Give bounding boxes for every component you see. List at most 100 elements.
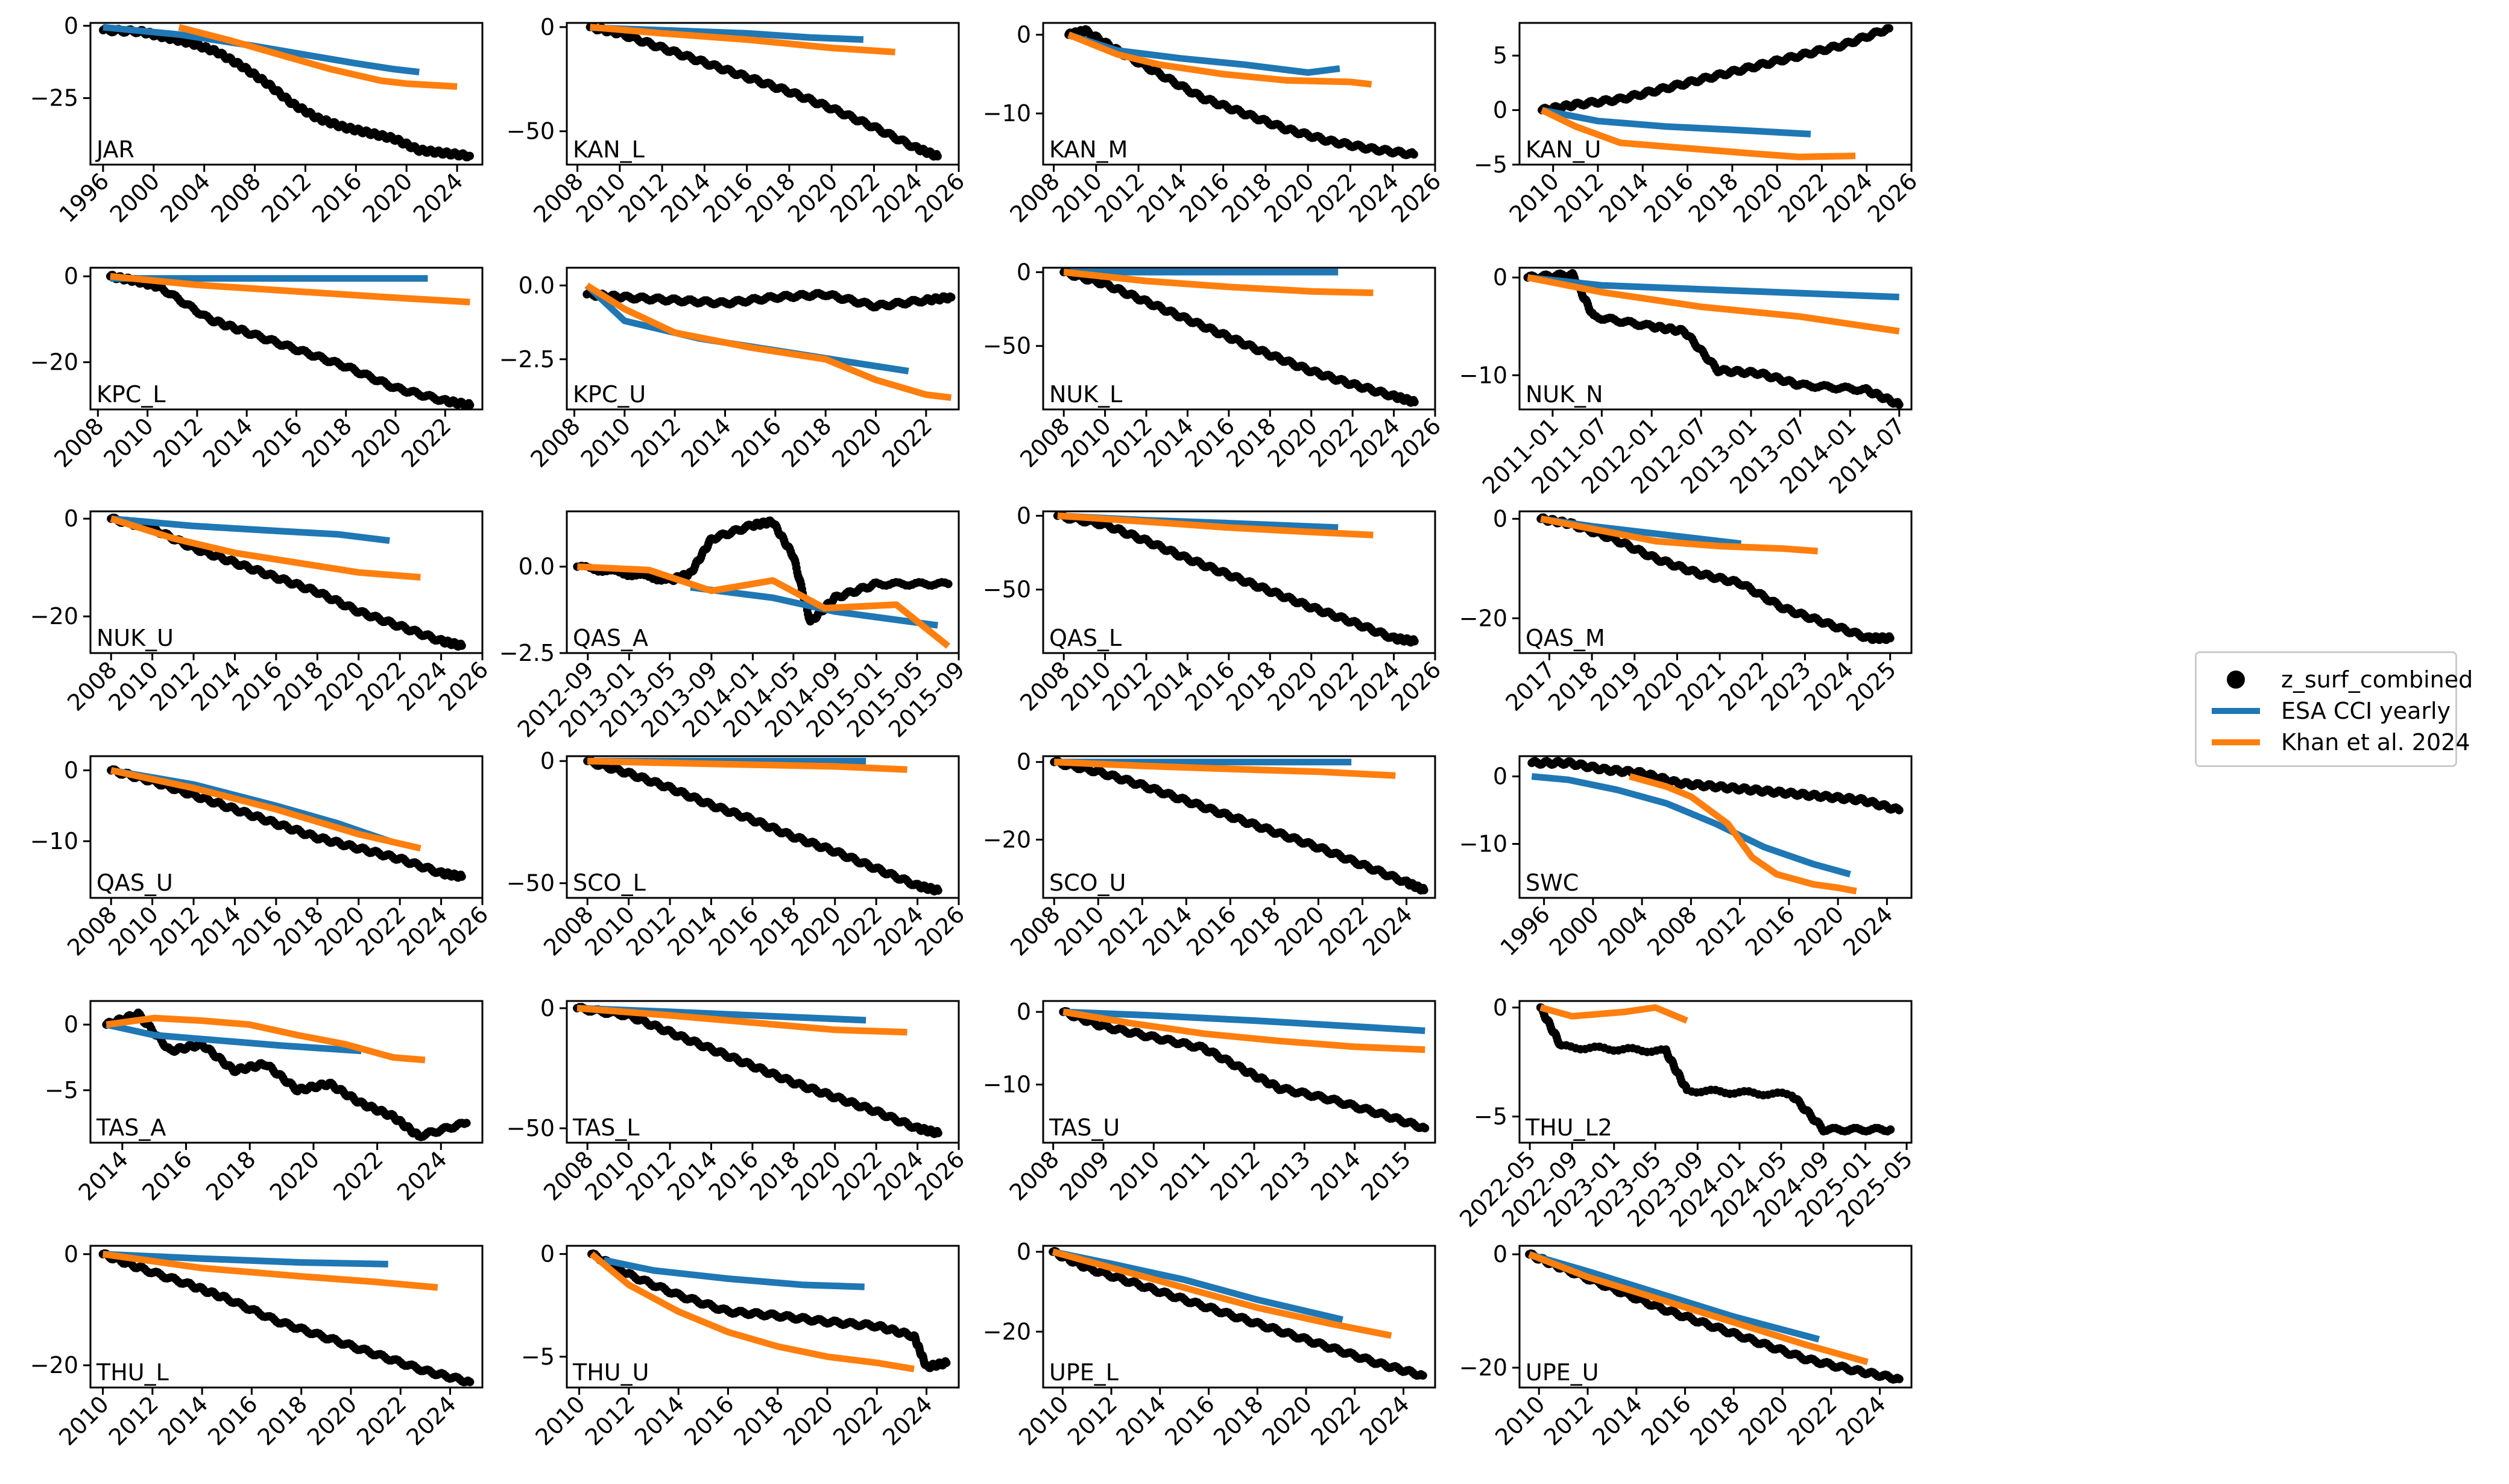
panel-kan-m: 0−10200820102012201420162018202020222024… (983, 22, 1447, 228)
data-point (466, 400, 475, 409)
z-surf-combined-series (1527, 757, 1904, 815)
z-surf-combined-series (1053, 511, 1419, 647)
data-point (466, 1377, 475, 1386)
x-tick-label: 2018 (777, 412, 837, 473)
x-tick-label: 2018 (1684, 168, 1744, 228)
y-tick-label: −10 (983, 1072, 1031, 1098)
x-tick-label: 2026 (1863, 168, 1923, 228)
y-tick-label: 0 (1493, 763, 1507, 790)
x-tick-label: 2008 (1005, 168, 1065, 228)
data-point (1410, 397, 1419, 406)
x-tick-label: 2008 (49, 412, 109, 473)
x-tick-label: 2012 (1549, 168, 1609, 228)
y-tick-label: −5 (1474, 1104, 1507, 1130)
plot-area (1053, 511, 1419, 647)
x-tick-label: 2012 (1205, 1146, 1266, 1206)
axes-frame (566, 510, 960, 654)
x-tick-label: 2010 (98, 412, 159, 473)
axes-frame (1042, 1000, 1436, 1144)
plot-area (583, 756, 942, 896)
plot-area (1059, 1007, 1430, 1132)
data-point (457, 872, 466, 881)
x-tick-label: 2012 (613, 168, 674, 228)
x-tick-label: 2000 (1544, 901, 1605, 961)
z-surf-combined-series (102, 1008, 471, 1141)
x-tick-label: 2026 (434, 901, 494, 961)
khan-line (106, 1014, 426, 1064)
data-point (933, 886, 942, 895)
y-tick-label: 0 (540, 14, 555, 40)
y-tick-label: 5 (1493, 42, 1507, 69)
x-tick-label: 2021 (1671, 656, 1731, 716)
x-tick-label: 2010 (54, 1391, 114, 1451)
plot-area (585, 23, 942, 161)
data-point (466, 151, 474, 160)
x-tick-label: 2018 (1543, 656, 1603, 716)
y-tick-label: 0 (1017, 22, 1031, 48)
z-surf-combined-series (98, 1249, 475, 1386)
esa-cci-line (106, 1021, 362, 1055)
khan-line (1057, 512, 1374, 538)
khan-line (585, 282, 952, 401)
x-tick-label: 2026 (1386, 168, 1447, 228)
x-tick-label: 2010 (1105, 1146, 1165, 1206)
y-tick-label: −50 (983, 333, 1031, 359)
x-tick-label: 2010 (1504, 168, 1565, 228)
y-tick-label: −20 (983, 826, 1031, 853)
x-tick-label: 2012 (148, 412, 209, 473)
y-tick-label: −5 (1474, 151, 1507, 178)
y-tick-label: 0 (1017, 749, 1031, 775)
x-tick-label: 2022 (825, 168, 885, 228)
axes-frame (89, 267, 484, 411)
y-tick-label: 0.0 (519, 554, 555, 580)
axes-frame (1042, 755, 1436, 899)
axes-frame (566, 755, 960, 899)
axes-frame (1518, 755, 1913, 899)
plot-area (1538, 24, 1893, 160)
x-tick-label: 2012 (1093, 901, 1154, 961)
station-label: THU_L2 (1525, 1114, 1612, 1141)
y-tick-label: 0 (64, 757, 78, 784)
station-label: KAN_U (1526, 136, 1602, 163)
y-tick-label: −25 (30, 85, 78, 112)
x-tick-label: 2014 (676, 412, 736, 473)
x-tick-label: 2026 (910, 1146, 970, 1206)
khan-line (1062, 1008, 1425, 1053)
axes-frame (566, 1000, 960, 1144)
x-tick-label: 2022 (877, 412, 938, 473)
x-tick-label: 2014 (1306, 1146, 1366, 1206)
x-tick-label: 2012 (1691, 901, 1751, 961)
x-tick-label: 2010 (571, 168, 631, 228)
axes-frame (89, 1000, 484, 1144)
y-tick-label: 0 (1017, 502, 1031, 529)
x-tick-label: 2014 (655, 168, 716, 228)
panel-tas-l: 0−50200820102012201420162018202020222024… (507, 995, 970, 1206)
plot-area (582, 282, 956, 401)
station-label: KPC_U (573, 381, 646, 408)
x-tick-label: 2010 (1047, 168, 1108, 228)
x-tick-label: 2008 (1642, 901, 1702, 961)
esa-cci-line (1527, 274, 1899, 301)
axes-frame (1518, 1000, 1913, 1144)
data-point (947, 293, 956, 302)
khan-line (110, 515, 421, 581)
panel-kpc-u: 0.0−2.520082010201220142016201820202022K… (499, 267, 960, 473)
plot-area (1536, 513, 1895, 644)
esa-cci-line (1063, 1008, 1425, 1034)
khan-line (577, 563, 951, 649)
x-tick-label: 2014 (1137, 901, 1198, 961)
station-label: QAS_M (1526, 625, 1605, 651)
x-tick-label: 2018 (253, 1391, 313, 1451)
x-tick-label: 2018 (201, 1146, 261, 1206)
panel-kan-u: 50−5201020122014201620182020202220242026… (1474, 22, 1923, 228)
khan-line (1054, 759, 1396, 779)
x-tick-label: 2011 (1155, 1146, 1216, 1206)
x-tick-label: 2024 (1818, 168, 1878, 228)
panel-thu-l: 0−2020102012201420162018202020222024THU_… (30, 1241, 484, 1451)
data-point (1884, 24, 1893, 33)
plot-area (1059, 268, 1419, 407)
khan-line (102, 1251, 438, 1291)
x-tick-label: 2013 (1255, 1146, 1316, 1206)
x-tick-label: 2010 (576, 412, 636, 473)
